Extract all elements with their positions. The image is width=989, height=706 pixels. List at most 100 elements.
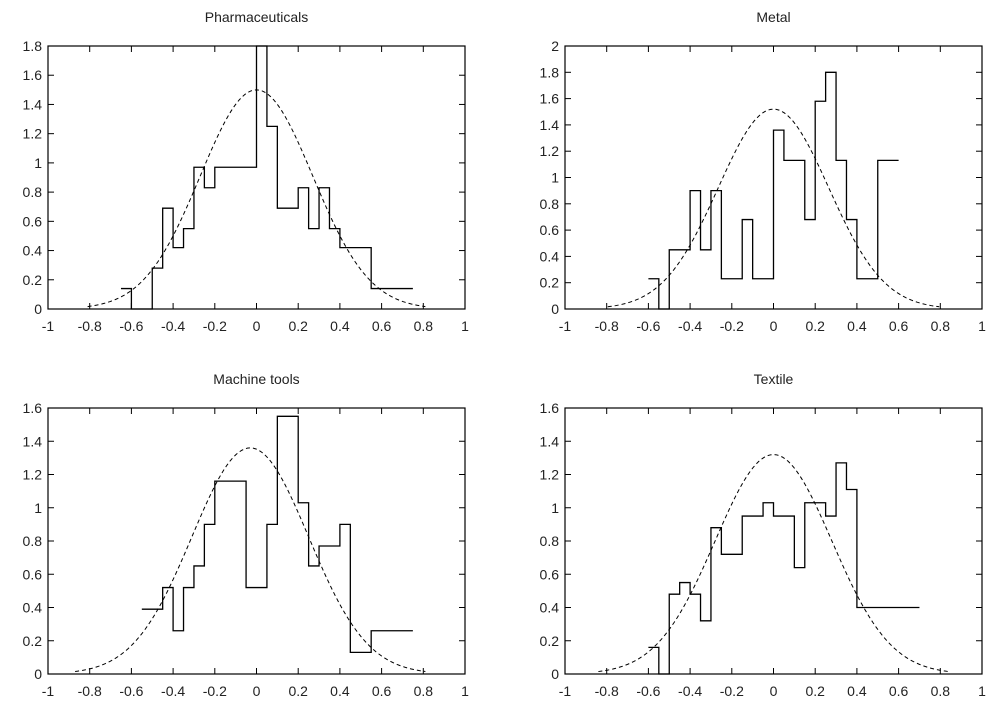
histogram-series [648,463,919,674]
x-tick-label: 0 [253,683,261,699]
y-tick-label: 0.8 [23,184,43,200]
y-tick-label: 1.8 [540,64,560,80]
x-tick-label: -1 [559,683,572,699]
x-tick-label: 0.4 [330,683,350,699]
x-tick-label: 1 [978,683,986,699]
y-tick-label: 0 [551,666,559,682]
x-tick-label: 0.6 [372,318,392,334]
chart-title: Textile [754,371,794,387]
x-tick-label: -0.6 [636,683,660,699]
y-tick-label: 0.6 [23,566,43,582]
y-tick-label: 1.6 [540,400,560,416]
y-tick-label: 0.4 [23,243,43,259]
y-tick-label: 1.2 [23,467,43,483]
x-tick-label: -0.6 [636,318,660,334]
y-tick-label: 1.4 [23,96,43,112]
chart-title: Machine tools [213,371,299,387]
x-tick-label: -0.2 [720,318,744,334]
y-tick-label: 1.2 [23,126,43,142]
x-tick-label: 0.2 [805,318,825,334]
y-tick-label: 1.6 [23,400,43,416]
y-tick-label: 2 [551,38,559,54]
x-tick-label: -1 [42,318,55,334]
panel-machine-tools: Machine tools -1 -0.8 -0.6 -0.4 -0.2 0 0.2 0.4 0.… [23,371,470,699]
histogram-series [648,72,898,309]
y-tick-label: 1.4 [23,433,43,449]
x-tick-label: 1 [461,683,469,699]
x-tick-label: -0.8 [78,683,102,699]
x-tick-label: 0.2 [288,683,308,699]
y-tick-label: 1.2 [540,143,560,159]
x-tick-label: 0.6 [889,683,909,699]
y-tick-label: 0.6 [23,213,43,229]
y-tick-label: 1.6 [23,67,43,83]
histogram-series [142,416,413,652]
y-tick-label: 0.4 [23,600,43,616]
panel-metal: Metal -1 -0.8 -0.6 -0.4 -0.2 0 0.2 0.4 0.6 0.8 1 0 0.… [540,9,987,334]
x-tick-label: -0.6 [119,683,143,699]
y-tick-label: 1.4 [540,117,560,133]
x-tick-label: 0.8 [931,683,951,699]
y-tick-label: 0 [34,301,42,317]
y-tick-label: 0.6 [540,566,560,582]
y-tick-label: 1.4 [540,433,560,449]
x-tick-label: 1 [461,318,469,334]
y-tick-label: 0.8 [23,533,43,549]
y-tick-label: 0.4 [540,600,560,616]
gaussian-fit-curve [598,455,948,672]
plot-frame [48,408,465,674]
x-tick-label: -1 [559,318,572,334]
x-tick-label: 0.4 [330,318,350,334]
y-tick-label: 0.2 [23,272,43,288]
y-tick-label: 0.2 [540,275,560,291]
panel-textile: Textile -1 -0.8 -0.6 -0.4 -0.2 0 0.2 0.4 0.6 0.8 1 0… [540,371,987,699]
y-tick-label: 0.8 [540,196,560,212]
histogram-series [121,46,413,309]
y-tick-label: 0.2 [540,633,560,649]
x-tick-label: -0.6 [119,318,143,334]
y-tick-label: 0.4 [540,248,560,264]
y-tick-label: 1 [34,155,42,171]
y-tick-label: 0 [34,666,42,682]
x-tick-label: 0.6 [372,683,392,699]
x-tick-label: 0.4 [847,318,867,334]
x-tick-label: 0 [770,683,778,699]
y-tick-label: 1 [551,170,559,186]
y-tick-label: 1 [34,500,42,516]
panel-pharmaceuticals: Pharmaceuticals -1 -0.8 -0.6 -0.4 -0.2 0 0.2 0.4… [23,9,470,334]
x-tick-label: -0.4 [678,318,702,334]
x-tick-label: 0 [253,318,261,334]
y-tick-label: 1 [551,500,559,516]
y-tick-label: 0 [551,301,559,317]
y-tick-label: 0.8 [540,533,560,549]
x-tick-label: 0 [770,318,778,334]
x-tick-label: 0.8 [414,318,434,334]
x-tick-label: -0.4 [161,318,185,334]
x-tick-label: -0.2 [203,318,227,334]
chart-title: Metal [756,9,790,25]
y-tick-label: 0.6 [540,222,560,238]
x-tick-label: -0.2 [720,683,744,699]
plot-frame [565,408,982,674]
x-tick-label: -0.4 [678,683,702,699]
x-tick-label: -0.8 [595,683,619,699]
x-tick-label: -0.8 [595,318,619,334]
x-tick-label: 0.8 [931,318,951,334]
x-tick-label: 0.2 [805,683,825,699]
y-tick-label: 0.2 [23,633,43,649]
y-tick-label: 1.6 [540,91,560,107]
x-tick-label: -0.4 [161,683,185,699]
x-tick-label: -0.8 [78,318,102,334]
x-tick-label: 1 [978,318,986,334]
x-tick-label: 0.2 [288,318,308,334]
x-tick-label: 0.6 [889,318,909,334]
x-tick-label: -0.2 [203,683,227,699]
gaussian-fit-curve [75,448,425,672]
x-tick-label: -1 [42,683,55,699]
y-tick-label: 1.8 [23,38,43,54]
x-tick-label: 0.8 [414,683,434,699]
y-tick-label: 1.2 [540,467,560,483]
chart-title: Pharmaceuticals [205,9,309,25]
x-tick-label: 0.4 [847,683,867,699]
